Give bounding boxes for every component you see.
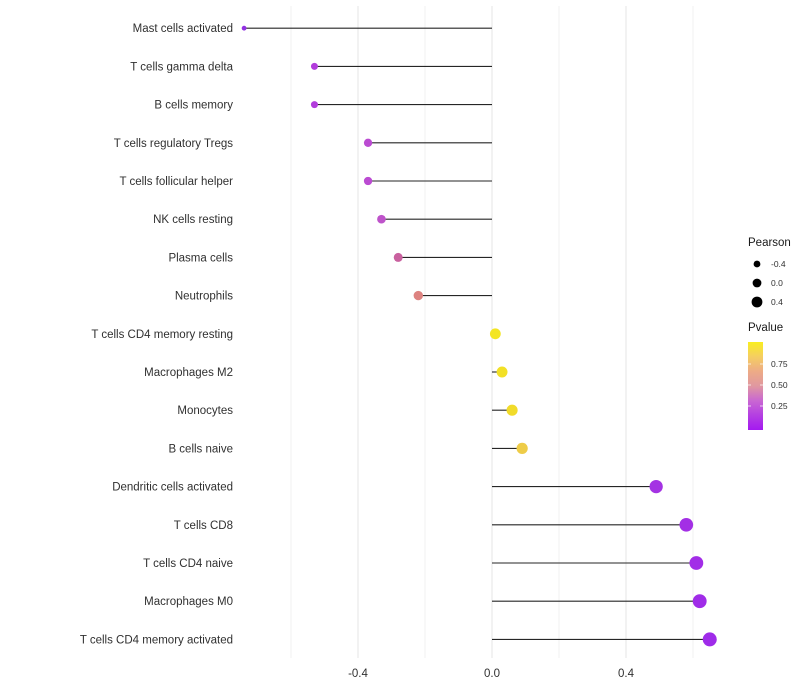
lollipop-dot: [679, 517, 694, 532]
lollipop-dot: [489, 328, 501, 340]
lollipop-dot: [649, 479, 663, 494]
lollipop-dot: [413, 290, 423, 301]
lollipop-dot: [363, 176, 373, 186]
lollipop-dot: [363, 138, 373, 147]
y-axis-label: Neutrophils: [175, 291, 233, 303]
legend-size-label: 0.0: [771, 278, 783, 288]
x-tick-label: 0.4: [618, 668, 635, 680]
lollipop-dot: [310, 62, 318, 70]
lollipop-dot: [310, 101, 318, 109]
y-axis-label: T cells CD4 memory resting: [91, 329, 233, 341]
legend-size-dot: [753, 260, 761, 268]
y-axis-label: Plasma cells: [168, 252, 233, 264]
y-axis-label: Monocytes: [177, 405, 233, 417]
lollipop-dot: [689, 556, 704, 570]
legend-colorbar-label: 0.25: [771, 401, 788, 411]
legend-size-dot: [752, 278, 762, 288]
legend-color-title: Pvalue: [748, 322, 783, 334]
y-axis-label: B cells naive: [168, 443, 233, 455]
lollipop-dot: [516, 442, 528, 455]
y-axis-label: Macrophages M2: [144, 367, 233, 379]
y-axis-label: T cells follicular helper: [119, 176, 233, 188]
legend-colorbar-label: 0.50: [771, 380, 788, 390]
y-axis-label: T cells CD8: [174, 520, 233, 532]
y-axis-label: T cells CD4 naive: [143, 558, 233, 570]
lollipop-dot: [506, 404, 518, 416]
y-axis-label: T cells regulatory Tregs: [114, 138, 234, 150]
y-axis-label: B cells memory: [154, 100, 233, 112]
legend-size-dot: [751, 296, 763, 308]
legend-size-label: -0.4: [771, 259, 786, 269]
legend-colorbar: [748, 342, 763, 430]
legend-colorbar-label: 0.75: [771, 359, 788, 369]
y-axis-label: Mast cells activated: [133, 23, 233, 35]
legend-size-label: 0.4: [771, 297, 783, 307]
lollipop-dot: [692, 594, 707, 609]
lollipop-dot: [393, 252, 403, 262]
lollipop-dot: [496, 366, 508, 378]
lollipop-dot: [377, 214, 386, 224]
y-axis-label: Dendritic cells activated: [112, 482, 233, 494]
x-tick-label: 0.0: [484, 668, 500, 680]
y-axis-label: T cells CD4 memory activated: [80, 634, 233, 646]
y-axis-label: T cells gamma delta: [130, 61, 233, 73]
y-axis-label: NK cells resting: [153, 214, 233, 226]
lollipop-dot: [241, 25, 247, 31]
lollipop-dot: [702, 632, 717, 647]
x-tick-label: -0.4: [348, 668, 368, 680]
y-axis-label: Macrophages M0: [144, 596, 233, 608]
legend-size-title: Pearson: [748, 237, 791, 249]
